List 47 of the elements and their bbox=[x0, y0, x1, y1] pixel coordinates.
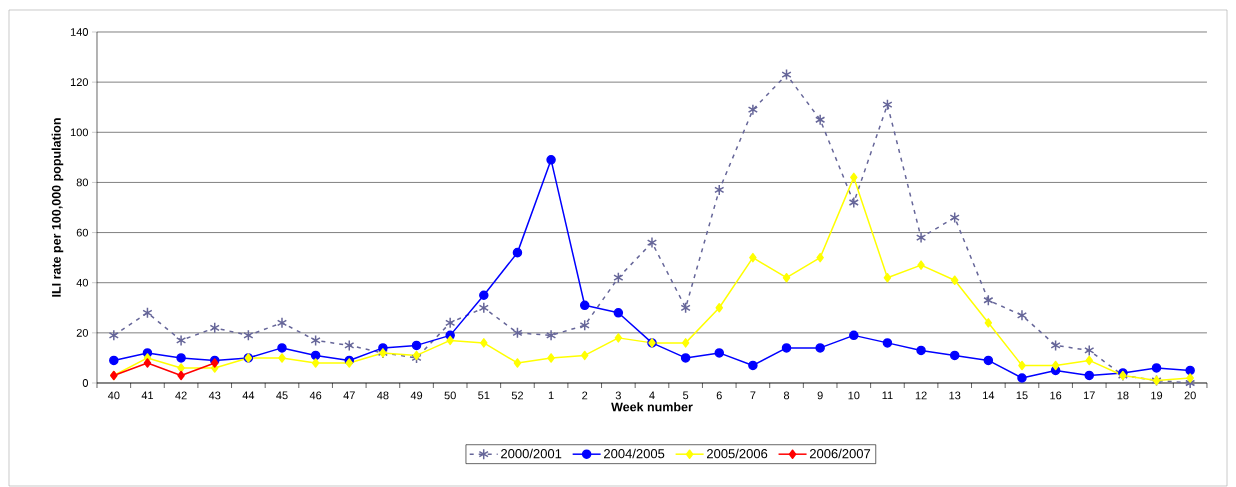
x-tick-label: 5 bbox=[683, 391, 689, 400]
x-tick-label: 20 bbox=[1184, 391, 1196, 400]
x-tick-label: 49 bbox=[410, 391, 423, 400]
x-tick-label: 50 bbox=[444, 391, 456, 400]
x-tick-label: 46 bbox=[309, 391, 322, 400]
x-tick-label: 40 bbox=[107, 391, 120, 400]
y-tick-label: 80 bbox=[76, 178, 89, 187]
legend-label: 2005/2006 bbox=[707, 448, 768, 459]
x-tick-label: 13 bbox=[949, 391, 961, 400]
y-tick-label: 120 bbox=[70, 78, 89, 87]
y-tick-label: 100 bbox=[70, 128, 89, 137]
x-tick-label: 15 bbox=[1016, 391, 1028, 400]
x-tick-label: 16 bbox=[1050, 391, 1062, 400]
x-tick-label: 43 bbox=[208, 391, 221, 400]
x-tick-label: 47 bbox=[343, 391, 355, 400]
x-axis-title: Week number bbox=[611, 402, 693, 412]
x-tick-label: 1 bbox=[548, 391, 554, 400]
y-tick-label: 60 bbox=[76, 228, 89, 237]
x-tick-label: 18 bbox=[1117, 391, 1129, 400]
x-tick-label: 8 bbox=[783, 391, 790, 400]
legend-label: 2000/2001 bbox=[501, 448, 562, 459]
y-axis-title: ILI rate per 100,000 population bbox=[51, 118, 64, 297]
x-tick-label: 6 bbox=[716, 391, 722, 400]
x-tick-label: 45 bbox=[276, 391, 288, 400]
legend-label: 2006/2007 bbox=[809, 448, 871, 459]
x-tick-label: 7 bbox=[750, 391, 756, 400]
y-tick-label: 20 bbox=[76, 328, 89, 337]
x-tick-label: 42 bbox=[175, 391, 187, 400]
x-tick-label: 9 bbox=[817, 391, 823, 400]
x-tick-label: 3 bbox=[615, 391, 621, 400]
x-tick-label: 14 bbox=[983, 391, 995, 400]
y-tick-label: 0 bbox=[82, 379, 89, 387]
x-tick-label: 19 bbox=[1151, 391, 1163, 400]
y-tick-label: 40 bbox=[76, 278, 89, 287]
x-tick-label: 44 bbox=[242, 391, 255, 400]
y-tick-label: 140 bbox=[70, 28, 89, 36]
x-tick-label: 12 bbox=[915, 391, 927, 400]
x-tick-label: 11 bbox=[882, 391, 893, 400]
x-tick-label: 10 bbox=[848, 391, 860, 400]
legend-label: 2004/2005 bbox=[604, 448, 665, 459]
x-tick-label: 48 bbox=[377, 391, 389, 400]
x-tick-label: 51 bbox=[478, 391, 490, 400]
x-tick-label: 41 bbox=[141, 391, 154, 400]
x-tick-label: 4 bbox=[649, 391, 655, 400]
x-tick-label: 17 bbox=[1083, 391, 1095, 400]
x-tick-label: 52 bbox=[511, 391, 524, 400]
x-tick-label: 2 bbox=[582, 391, 588, 400]
